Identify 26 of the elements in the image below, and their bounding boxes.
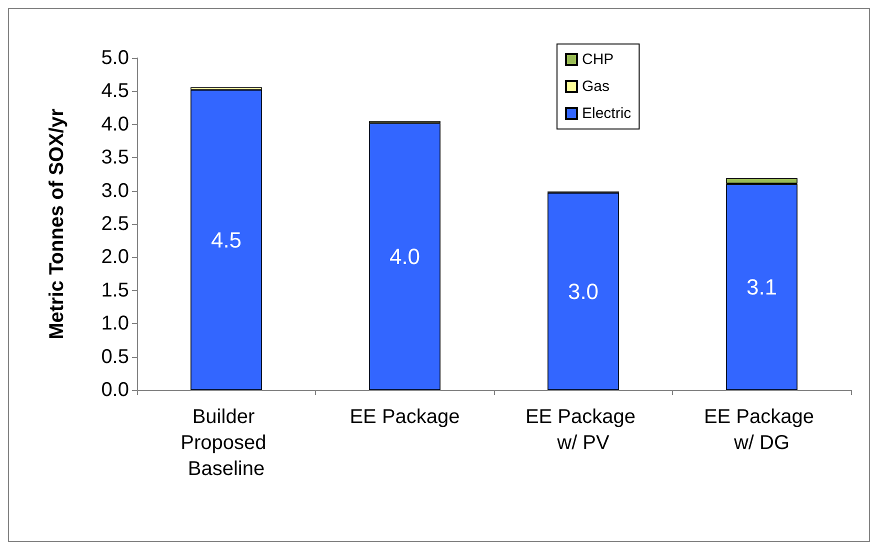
data-label: 4.5: [210, 227, 242, 252]
y-tick-label: 2.5: [101, 213, 129, 235]
data-label: 4.0: [389, 244, 420, 270]
bar: [369, 123, 440, 390]
y-tick-label: 2.0: [101, 246, 129, 268]
y-tick-label: 3.5: [101, 146, 129, 169]
y-axis-title: Metric Tonnes of SOX/yr: [46, 108, 68, 340]
y-tick-label: 4.0: [101, 113, 129, 136]
y-tick-label: 3.0: [101, 180, 129, 202]
x-tick-label: EE Package: [350, 406, 460, 428]
bar: [190, 90, 262, 390]
y-tick-label: 0.5: [101, 346, 129, 368]
legend-label: Electric: [582, 105, 632, 122]
y-tick-label: 0.0: [101, 379, 129, 401]
y-tick-label: 1.5: [101, 279, 129, 302]
x-tick-label: EE Package w/ DG: [704, 406, 820, 454]
bar: [548, 192, 619, 390]
data-label: 3.1: [746, 274, 778, 300]
legend-label: Gas: [582, 78, 610, 95]
y-tick-label: 5.0: [101, 47, 129, 69]
data-label: 3.0: [568, 278, 599, 304]
x-tick-label: EE Package w/ PV: [525, 406, 642, 454]
y-tick-label: 4.5: [101, 80, 129, 102]
legend-label: CHP: [582, 51, 614, 68]
y-tick-label: 1.0: [101, 312, 129, 335]
x-tick-label: Builder Proposed Baseline: [180, 406, 272, 480]
